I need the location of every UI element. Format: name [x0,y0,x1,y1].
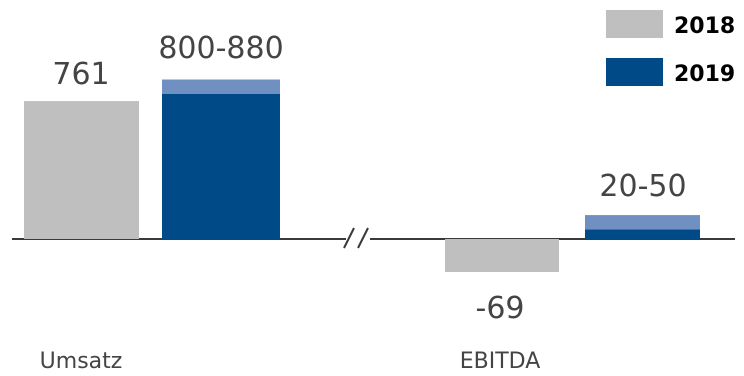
group-ebitda: -69 20-50 EBITDA [445,169,700,374]
data-label-umsatz-2019: 800-880 [158,31,283,66]
bar-umsatz-2019-base [162,94,280,239]
data-label-ebitda-2019: 20-50 [599,169,686,204]
bar-ebitda-2019-base [585,229,700,239]
legend-label-2018: 2018 [674,14,735,39]
category-label-ebitda: EBITDA [460,349,541,374]
bar-umsatz-2019-range [162,79,280,94]
bar-umsatz-2018 [24,101,139,239]
data-label-umsatz-2018: 761 [52,57,109,92]
category-label-umsatz: Umsatz [40,349,123,374]
group-umsatz: 761 800-880 Umsatz [24,31,284,374]
legend-swatch-2019 [606,58,663,86]
data-label-ebitda-2018: -69 [476,291,525,326]
legend-swatch-2018 [606,10,663,38]
bar-ebitda-2018 [445,239,559,273]
axis-break-marker [343,227,369,249]
legend: 2018 2019 [606,10,735,87]
bar-ebitda-2019-range [585,215,700,230]
legend-label-2019: 2019 [674,62,735,87]
